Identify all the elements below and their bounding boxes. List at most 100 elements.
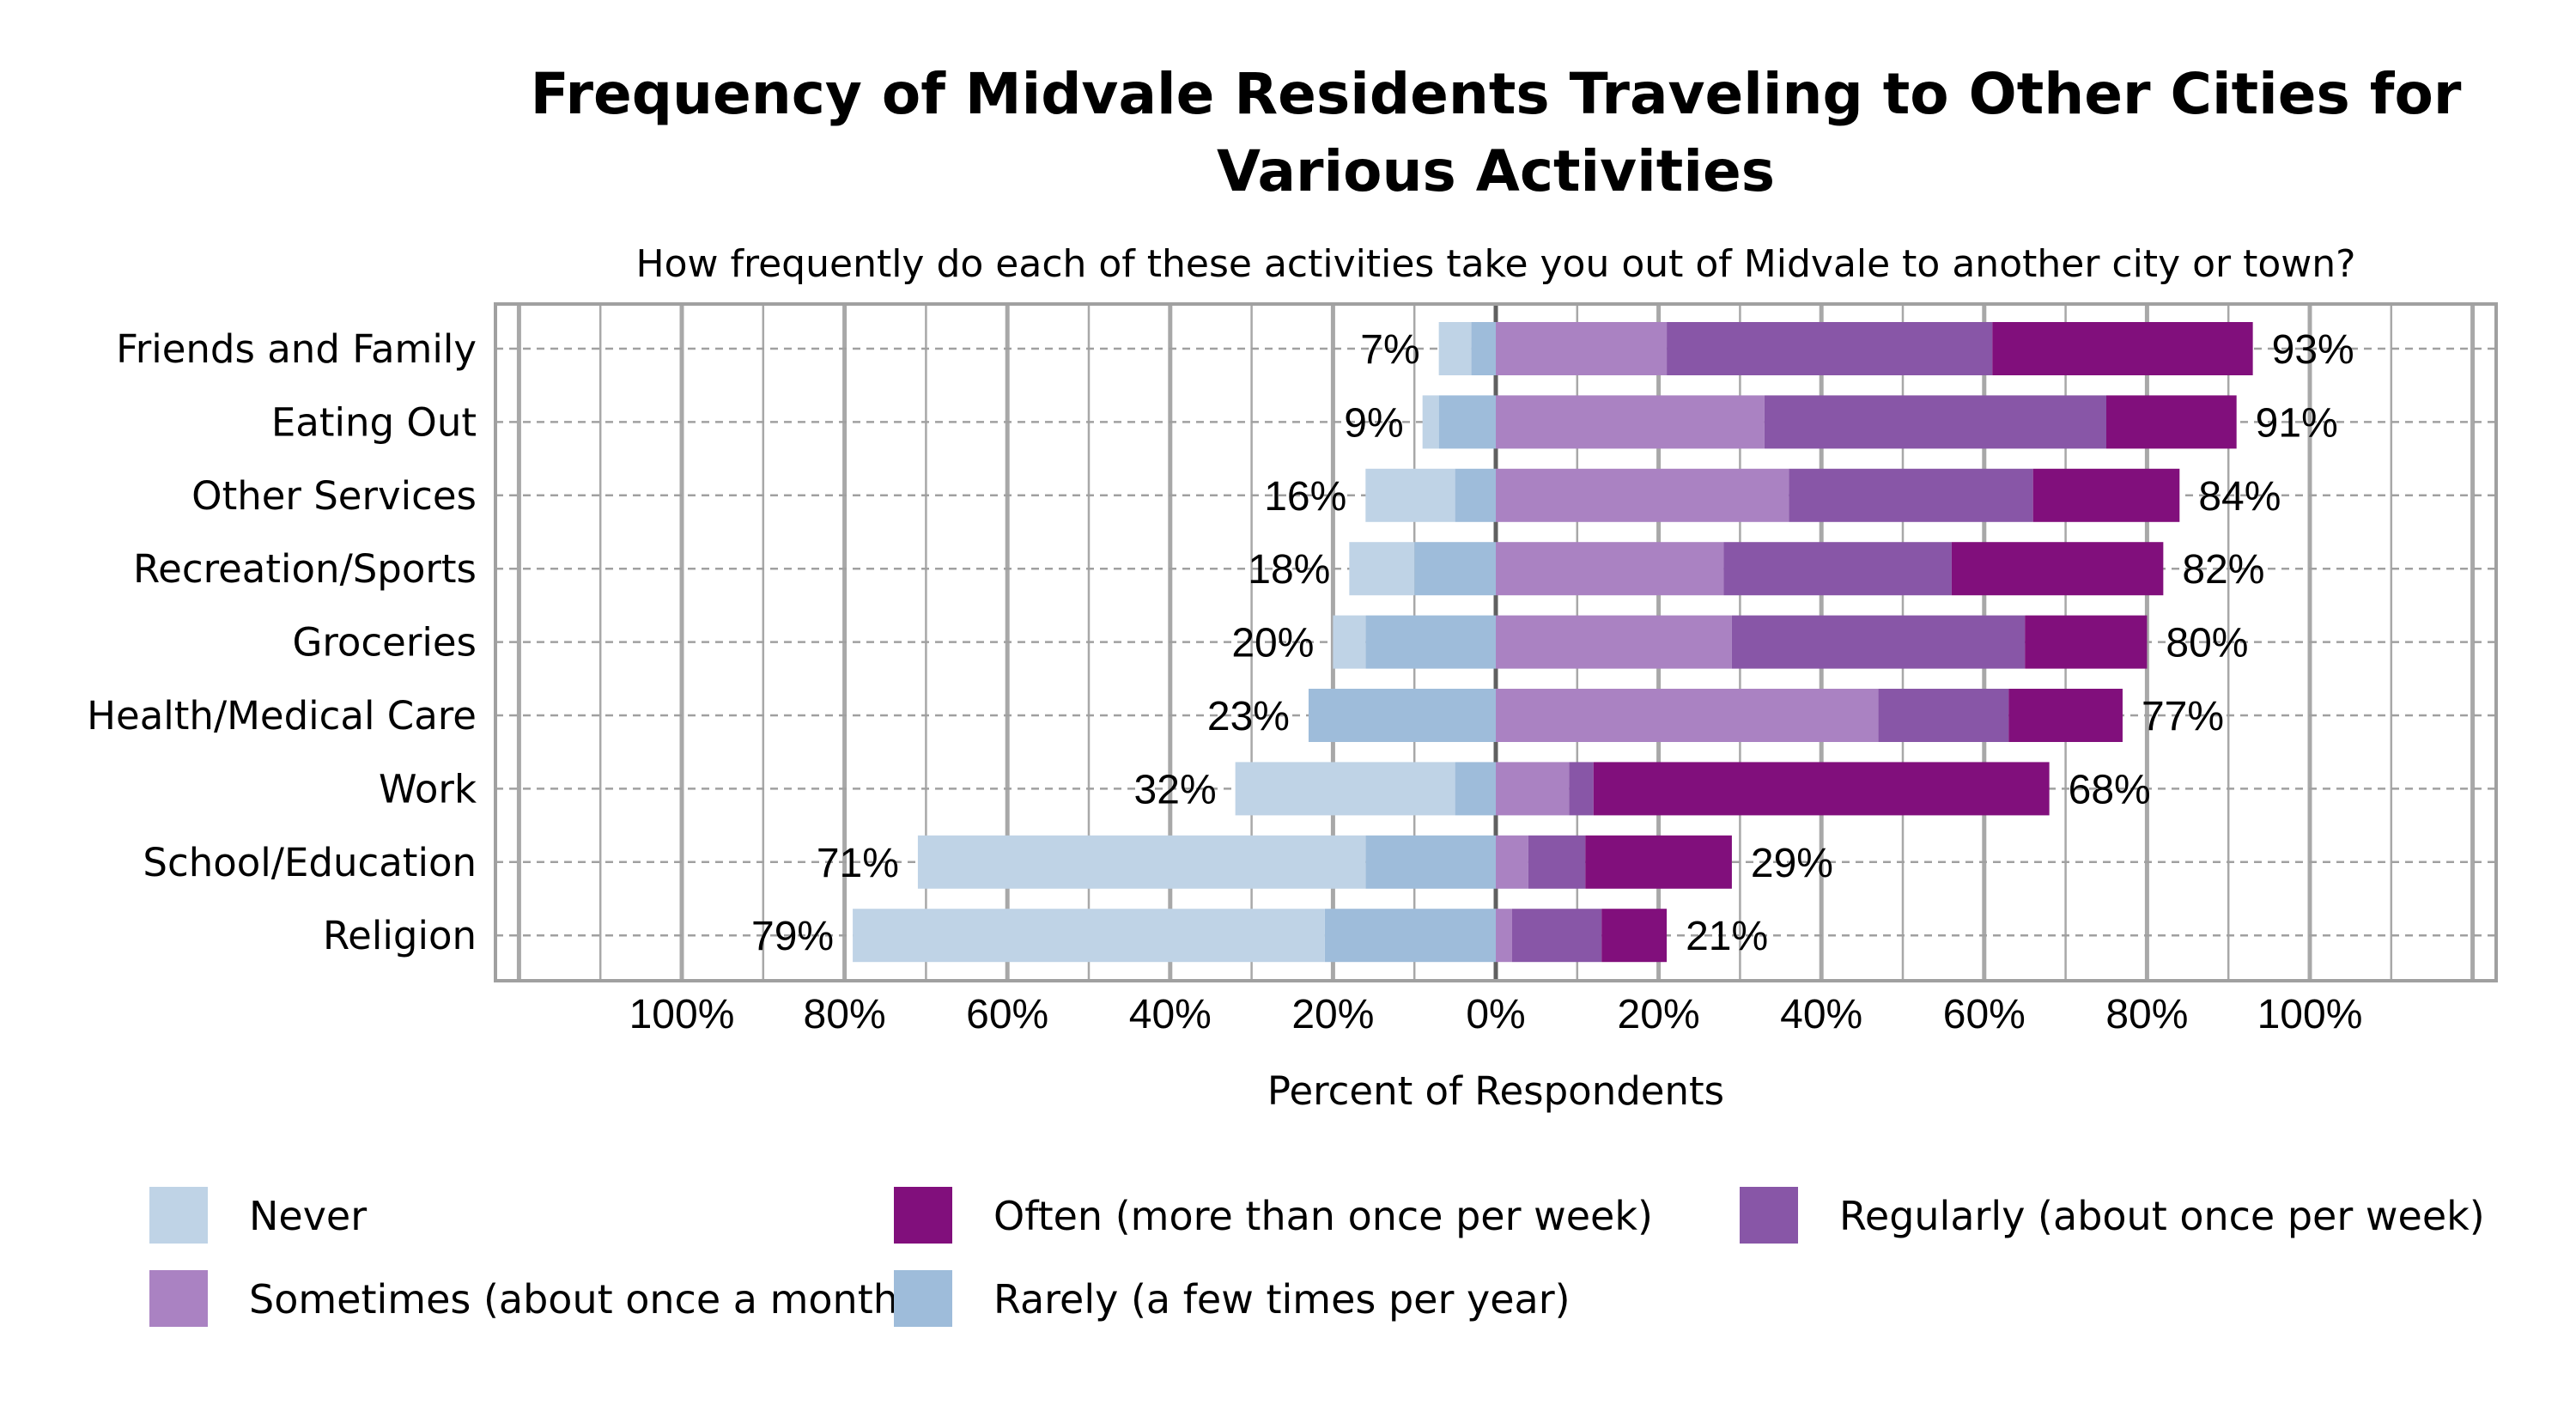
legend-label: Rarely (a few times per year) [993,1276,1571,1323]
bar-rarely [1324,909,1496,963]
positive-total-label: 68% [2069,767,2151,812]
legend-swatch [149,1270,208,1327]
negative-total-label: 32% [1134,767,1217,812]
bar-rarely [1471,322,1496,375]
positive-total-label: 91% [2256,400,2338,446]
bar-often [2032,468,2180,522]
positive-total-label: 82% [2182,547,2264,593]
bar-rarely [1365,615,1496,669]
bar-regularly [1789,468,2033,522]
bar-regularly [1764,395,2106,449]
category-label: Work [379,766,477,812]
bar-sometimes [1496,909,1512,963]
category-label: Health/Medical Care [87,693,477,739]
x-tick-label: 60% [1943,992,2026,1037]
x-tick-label: 80% [2105,992,2188,1037]
positive-total-label: 84% [2198,474,2281,520]
positive-total-label: 93% [2272,327,2354,373]
positive-total-label: 29% [1751,841,1833,886]
negative-total-label: 20% [1231,621,1314,666]
legend-swatch [149,1187,208,1244]
bar-never [917,835,1366,889]
bar-often [2106,395,2237,449]
negative-total-label: 7% [1360,327,1419,373]
bar-regularly [1731,615,2026,669]
bar-often [1951,542,2164,596]
positive-total-label: 21% [1686,914,1768,959]
category-label: Friends and Family [116,326,477,372]
negative-total-label: 9% [1344,400,1403,446]
x-tick-label: 100% [629,992,735,1037]
legend-item: Rarely (a few times per year) [894,1270,1571,1327]
category-label: Groceries [293,620,477,666]
plot-frame [494,302,2498,982]
bar-rarely [1308,689,1496,742]
bar-never [1349,542,1415,596]
negative-total-label: 23% [1207,694,1290,739]
chart-title-line-1: Frequency of Midvale Residents Traveling… [531,61,2462,127]
x-tick-label: 60% [966,992,1048,1037]
bar-often [1601,909,1668,963]
legend-label: Regularly (about once per week) [1839,1193,2485,1239]
legend-label: Often (more than once per week) [993,1193,1653,1239]
positive-total-label: 77% [2142,694,2224,739]
legend-item: Often (more than once per week) [894,1187,1653,1244]
bar-regularly [1878,689,2009,742]
legend-swatch [1740,1187,1798,1244]
legend-label: Never [249,1193,367,1239]
legend-item: Sometimes (about once a month) [149,1270,914,1327]
legend: Never Sometimes (about once a month) Often… [149,1187,2485,1327]
negative-total-label: 18% [1248,547,1330,593]
chart-subtitle: How frequently do each of these activiti… [636,242,2356,286]
bar-sometimes [1496,468,1789,522]
bar-never [853,909,1325,963]
category-label: Recreation/Sports [133,546,477,592]
negative-total-label: 16% [1264,474,1346,520]
bar-sometimes [1496,395,1765,449]
x-tick-label: 80% [804,992,886,1037]
positive-total-label: 80% [2166,621,2248,666]
labels: Friends and Family 7% 93% Eating Out 9% 91% Ot… [87,326,2362,1037]
bar-regularly [1511,909,1602,963]
x-tick-label: 20% [1291,992,1374,1037]
negative-total-label: 79% [751,914,834,959]
category-label: Religion [323,913,477,958]
x-tick-label: 100% [2257,992,2363,1037]
chart-title-line-2: Various Activities [1217,138,1775,204]
x-axis-label: Percent of Respondents [1267,1068,1724,1114]
bar-regularly [1667,322,1993,375]
bar-never [1333,615,1366,669]
bar-never [1438,322,1472,375]
bar-sometimes [1496,322,1668,375]
category-label: School/Education [143,840,477,885]
bar-sometimes [1496,542,1724,596]
bar-often [1992,322,2253,375]
legend-item: Regularly (about once per week) [1740,1187,2485,1244]
bar-rarely [1438,395,1496,449]
bar-often [2025,615,2148,669]
bar-regularly [1569,762,1594,816]
category-label: Eating Out [271,399,477,445]
bar-often [2008,689,2123,742]
legend-swatch [894,1270,952,1327]
bar-sometimes [1496,835,1528,889]
bar-regularly [1528,835,1586,889]
bar-rarely [1455,762,1496,816]
legend-item: Never [149,1187,367,1244]
x-tick-label: 40% [1780,992,1862,1037]
bar-regularly [1723,542,1952,596]
bar-often [1593,762,2050,816]
x-tick-label: 0% [1466,992,1525,1037]
legend-label: Sometimes (about once a month) [249,1276,914,1323]
legend-swatch [894,1187,952,1244]
bar-rarely [1455,468,1496,522]
x-tick-label: 40% [1129,992,1212,1037]
bar-rarely [1365,835,1496,889]
bar-often [1585,835,1732,889]
x-tick-label: 20% [1618,992,1700,1037]
bar-rarely [1414,542,1496,596]
bar-sometimes [1496,615,1732,669]
category-label: Other Services [191,473,477,519]
negative-total-label: 71% [817,841,899,886]
